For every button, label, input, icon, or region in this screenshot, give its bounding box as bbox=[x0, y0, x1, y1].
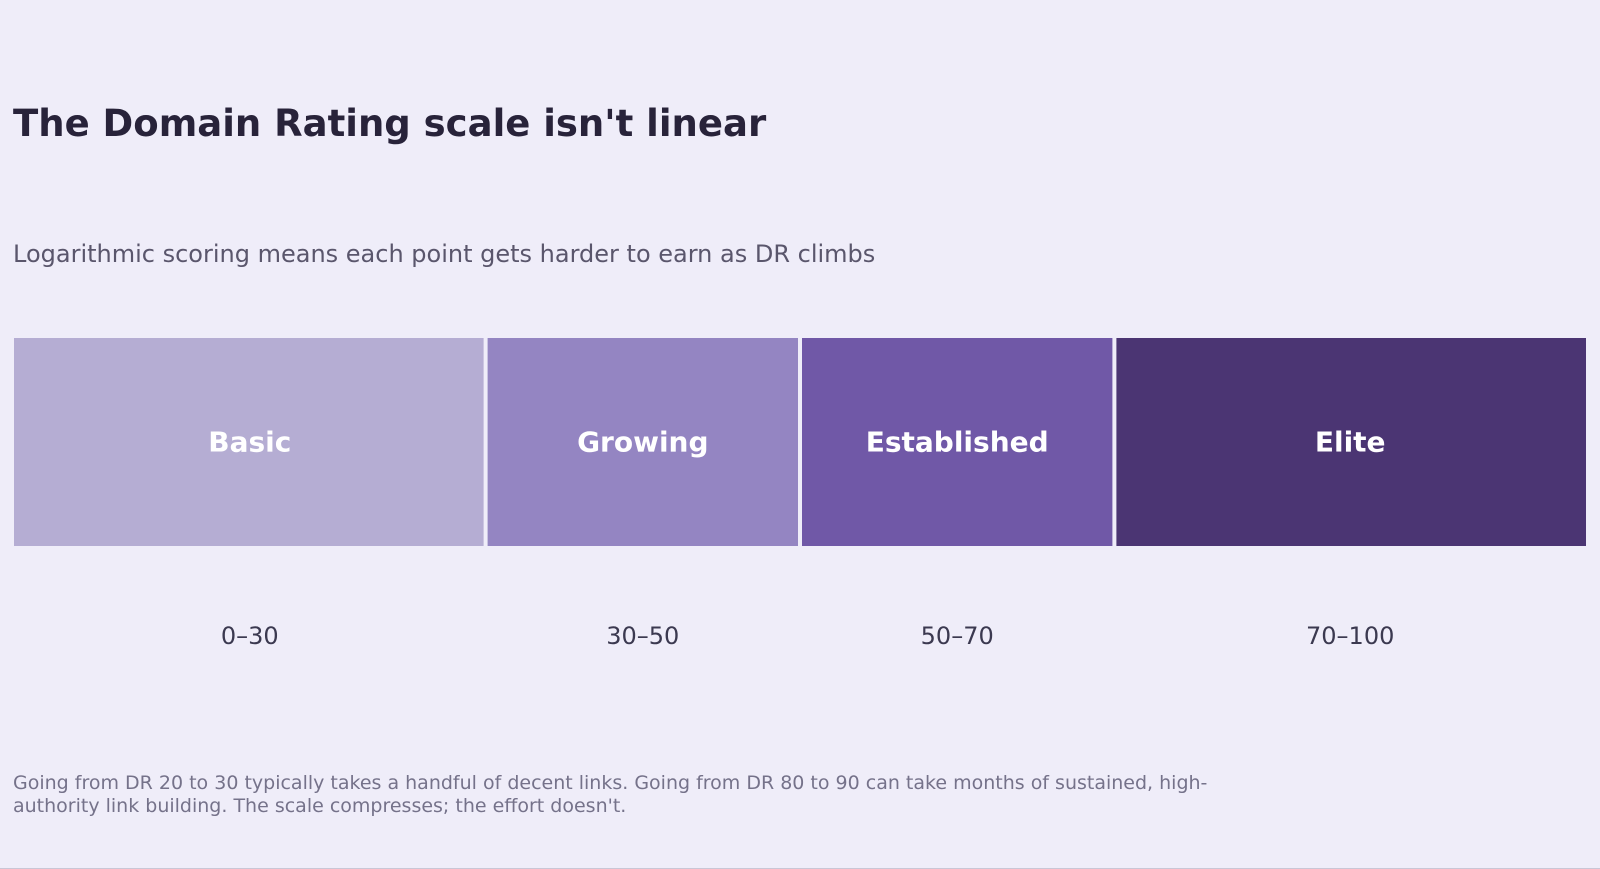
range-label-elite: 70–100 bbox=[1306, 622, 1394, 650]
dr-scale-chart: Basic Growing Established Elite 0–30 30–50 50… bbox=[14, 338, 1586, 650]
page-title: The Domain Rating scale isn't linear bbox=[13, 102, 767, 145]
range-label-established: 50–70 bbox=[921, 622, 994, 650]
segment-elite bbox=[1116, 338, 1586, 546]
tier-label-established: Established bbox=[866, 426, 1049, 459]
tier-label-basic: Basic bbox=[208, 426, 291, 459]
range-labels-layer: 0–30 30–50 50–70 70–100 bbox=[221, 622, 1394, 650]
range-label-growing: 30–50 bbox=[606, 622, 679, 650]
tier-label-elite: Elite bbox=[1315, 426, 1386, 459]
segments-layer bbox=[14, 338, 1586, 546]
page-subtitle: Logarithmic scoring means each point get… bbox=[13, 240, 876, 268]
tier-label-growing: Growing bbox=[577, 426, 708, 459]
tier-labels-layer: Basic Growing Established Elite bbox=[208, 426, 1385, 459]
segment-basic bbox=[14, 338, 484, 546]
segment-established bbox=[802, 338, 1113, 546]
footnote: Going from DR 20 to 30 typically takes a… bbox=[13, 772, 1208, 817]
segment-growing bbox=[487, 338, 798, 546]
range-label-basic: 0–30 bbox=[221, 622, 279, 650]
